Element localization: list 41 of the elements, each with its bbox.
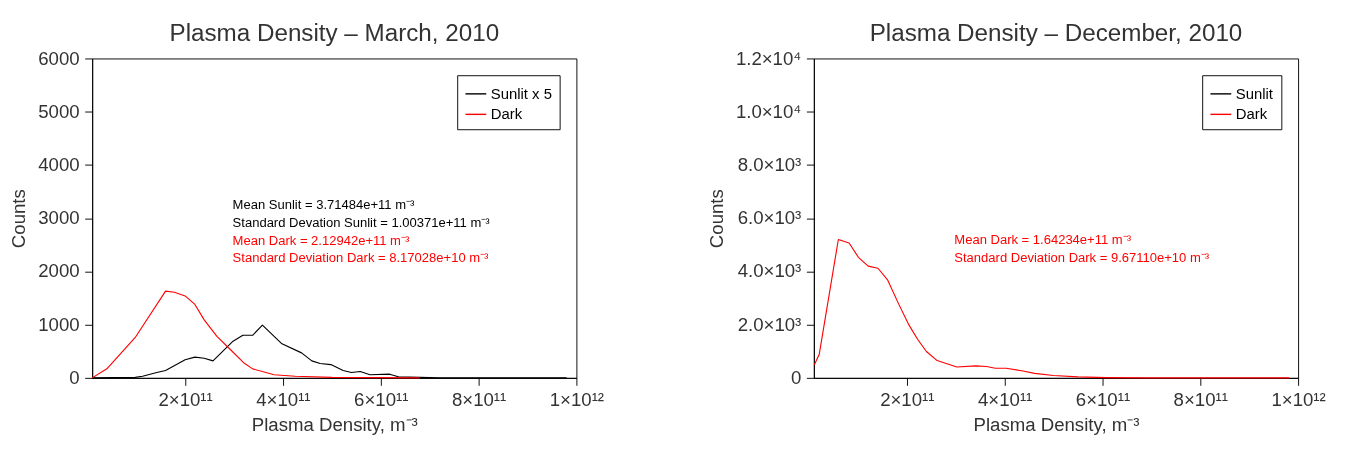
annotation: Mean Sunlit = 3.71484e+11 m⁻³ [232, 197, 416, 213]
y-tick-label: 6.0×10³ [737, 207, 802, 229]
y-tick-label: 6000 [38, 47, 80, 69]
annotation: Standard Deviation Dark = 9.67110e+10 m⁻³ [954, 249, 1210, 265]
legend-label: Sunlit x 5 [490, 85, 552, 102]
y-tick-label: 2.0×10³ [737, 313, 802, 335]
x-tick-label: 4×10¹¹ [977, 389, 1033, 411]
x-tick-label: 1×10¹² [549, 389, 605, 411]
chart-title: Plasma Density – March, 2010 [169, 18, 500, 46]
x-tick-label: 4×10¹¹ [256, 389, 311, 411]
legend-label: Dark [1235, 106, 1268, 123]
line-series [91, 290, 421, 379]
x-axis-title: Plasma Density, m⁻³ [973, 413, 1140, 435]
x-tick-label: 8×10¹¹ [1173, 389, 1228, 411]
annotation: Mean Dark = 1.64234e+11 m⁻³ [954, 232, 1132, 248]
x-tick-label: 6×10¹¹ [1075, 389, 1131, 411]
y-tick-label: 1000 [38, 313, 80, 335]
annotation: Standard Deviation Dark = 8.17028e+10 m⁻³ [232, 250, 490, 266]
x-tick-label: 2×10¹¹ [158, 389, 213, 411]
y-tick-label: 5000 [38, 100, 80, 122]
y-tick-label: 1.0×10⁴ [735, 100, 802, 122]
x-axis-title: Plasma Density, m⁻³ [251, 413, 418, 435]
x-tick-label: 1×10¹² [1271, 389, 1326, 411]
legend-label: Dark [490, 106, 523, 123]
y-tick-label: 4.0×10³ [737, 260, 802, 282]
y-tick-label: 3000 [38, 207, 80, 229]
y-tick-label: 4000 [38, 154, 80, 176]
legend-label: Sunlit [1235, 85, 1274, 102]
x-tick-label: 6×10¹¹ [354, 389, 409, 411]
y-tick-label: 0 [790, 366, 802, 388]
y-axis-title: Counts [8, 189, 30, 249]
y-tick-label: 1.2×10⁴ [735, 47, 802, 69]
annotation: Standard Devation Sunlit = 1.00371e+11 m⁻³ [232, 214, 491, 230]
x-tick-label: 8×10¹¹ [451, 389, 507, 411]
y-tick-label: 2000 [38, 260, 80, 282]
y-axis-title: Counts [705, 189, 727, 249]
annotation: Mean Dark = 2.12942e+11 m⁻³ [232, 232, 410, 248]
chart-title: Plasma Density – December, 2010 [869, 18, 1243, 46]
x-tick-label: 2×10¹¹ [880, 389, 935, 411]
y-tick-label: 8.0×10³ [737, 154, 802, 176]
y-tick-label: 0 [69, 366, 80, 388]
